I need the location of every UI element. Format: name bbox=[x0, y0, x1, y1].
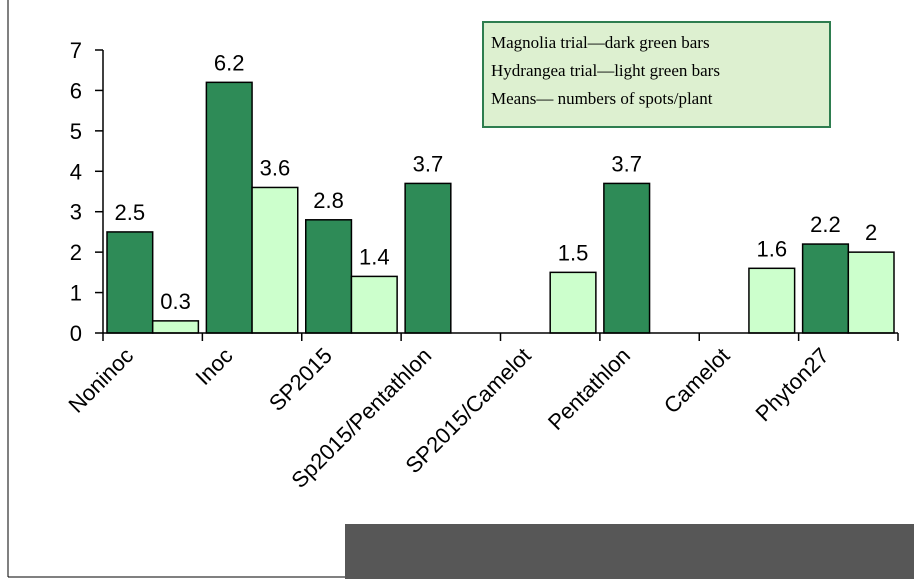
x-tick-label: Inoc bbox=[191, 343, 238, 390]
bar bbox=[550, 272, 596, 333]
bar bbox=[604, 183, 650, 333]
y-tick-label: 7 bbox=[70, 38, 82, 63]
y-tick-label: 5 bbox=[70, 119, 82, 144]
value-label: 1.6 bbox=[756, 236, 787, 261]
value-label: 1.4 bbox=[359, 244, 390, 269]
x-tick-label: Phyton27 bbox=[750, 343, 833, 426]
y-tick-label: 1 bbox=[70, 281, 82, 306]
value-label: 2.8 bbox=[313, 188, 344, 213]
x-tick-label: Pentathlon bbox=[543, 343, 635, 435]
bar bbox=[848, 252, 894, 333]
bar bbox=[749, 268, 795, 333]
value-label: 2.2 bbox=[810, 212, 841, 237]
value-label: 0.3 bbox=[160, 289, 191, 314]
bar bbox=[252, 187, 298, 333]
photo-texture bbox=[345, 524, 914, 579]
value-label: 3.6 bbox=[260, 155, 291, 180]
y-tick-label: 6 bbox=[70, 78, 82, 103]
value-label: 2.5 bbox=[115, 200, 146, 225]
value-label: 6.2 bbox=[214, 50, 245, 75]
value-label: 2 bbox=[865, 220, 877, 245]
value-label: 1.5 bbox=[558, 240, 589, 265]
bar bbox=[206, 82, 252, 333]
x-tick-label: SP2015 bbox=[264, 343, 337, 416]
bar bbox=[153, 321, 199, 333]
y-tick-label: 2 bbox=[70, 240, 82, 265]
legend-line: Means— numbers of spots/plant bbox=[491, 89, 713, 108]
x-tick-label: Noninoc bbox=[63, 343, 138, 418]
bar bbox=[803, 244, 849, 333]
y-tick-label: 3 bbox=[70, 200, 82, 225]
bar bbox=[351, 276, 397, 333]
bar bbox=[306, 220, 352, 333]
y-tick-label: 4 bbox=[70, 159, 82, 184]
value-label: 3.7 bbox=[413, 151, 444, 176]
bar bbox=[107, 232, 153, 333]
bar bbox=[405, 183, 451, 333]
value-label: 3.7 bbox=[611, 151, 642, 176]
legend-line: Magnolia trial—dark green bars bbox=[491, 33, 710, 52]
chart: 0 1 2 3 4 5 6 7 2.5 6.2 2.8 3.7 3.7 2.2 0.3 3.6 1.4 1.5 1.… bbox=[0, 0, 914, 579]
legend-line: Hydrangea trial—light green bars bbox=[491, 61, 720, 80]
x-tick-label: Camelot bbox=[659, 343, 735, 419]
y-tick-label: 0 bbox=[70, 321, 82, 346]
